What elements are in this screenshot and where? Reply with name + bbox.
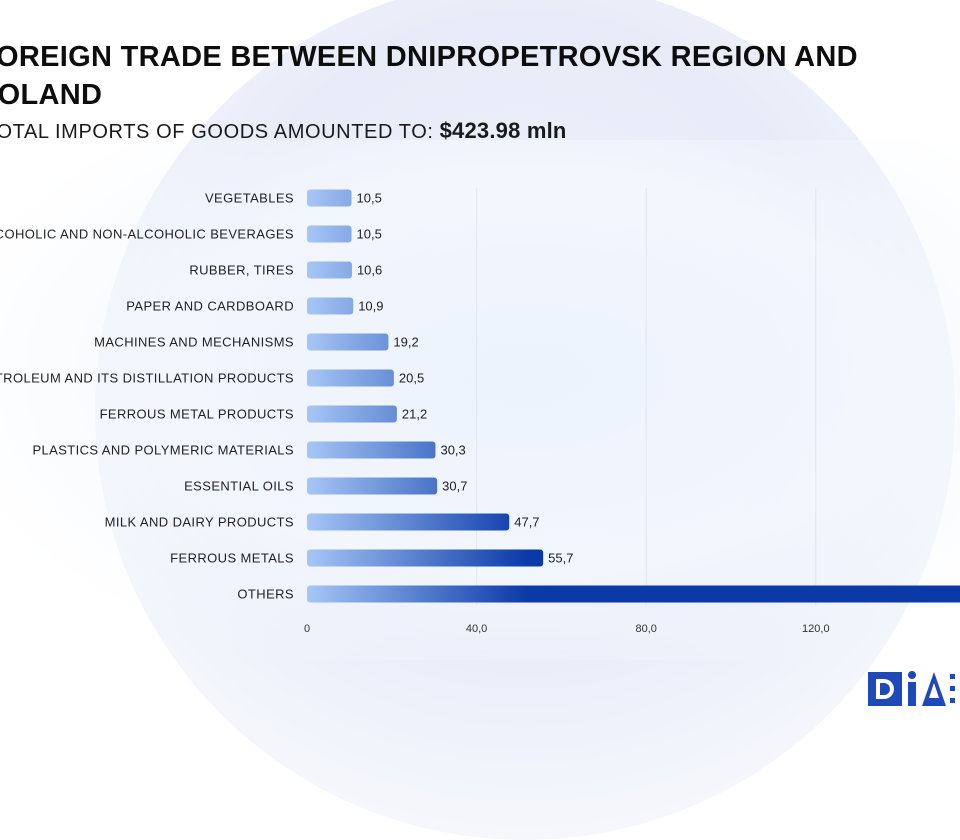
category-label: MILK AND DAIRY PRODUCTS bbox=[105, 515, 294, 530]
value-label: 19,2 bbox=[393, 335, 418, 350]
bar bbox=[307, 333, 389, 351]
category-label: RUBBER, TIRES bbox=[189, 263, 294, 278]
bar bbox=[307, 405, 397, 423]
page-title: FOREIGN TRADE BETWEEN DNIPROPETROVSK REG… bbox=[0, 41, 858, 111]
x-tick-label: 80,0 bbox=[635, 623, 656, 635]
background-glow bbox=[0, 140, 960, 660]
logo-a-inner bbox=[929, 683, 939, 698]
bar-chart: VEGETABLES 10,5 ALCOHOLIC AND NON-ALCOHOLI… bbox=[0, 188, 960, 635]
value-label: 10,5 bbox=[357, 191, 382, 206]
value-label: 30,3 bbox=[440, 443, 465, 458]
value-label: 20,5 bbox=[399, 371, 424, 386]
bar bbox=[307, 441, 436, 459]
x-tick-label: 40,0 bbox=[466, 623, 487, 635]
bar bbox=[307, 585, 960, 603]
bar bbox=[307, 261, 352, 279]
bar bbox=[307, 297, 354, 315]
bar bbox=[307, 477, 438, 495]
bar bbox=[307, 549, 544, 567]
bars bbox=[307, 189, 960, 603]
bar bbox=[307, 189, 352, 207]
value-label: 55,7 bbox=[548, 551, 573, 566]
subtitle-label: TOTAL IMPORTS OF GOODS AMOUNTED TO: bbox=[0, 121, 434, 143]
logo-i-dot bbox=[908, 671, 916, 679]
value-label: 10,6 bbox=[357, 263, 382, 278]
logo-side-mark-1 bbox=[950, 674, 955, 679]
bar bbox=[307, 513, 510, 531]
category-label: VEGETABLES bbox=[205, 191, 294, 206]
value-label: 10,5 bbox=[357, 227, 382, 242]
subtitle: TOTAL IMPORTS OF GOODS AMOUNTED TO: $423.… bbox=[0, 118, 567, 144]
x-axis-ticks: 0 40,0 80,0 120,0 bbox=[304, 623, 830, 635]
bar bbox=[307, 225, 352, 243]
grid-lines bbox=[476, 188, 817, 606]
x-tick-label: 120,0 bbox=[802, 623, 830, 635]
value-label: 47,7 bbox=[514, 515, 539, 530]
category-label: ESSENTIAL OILS bbox=[184, 479, 294, 494]
category-label: PAPER AND CARDBOARD bbox=[126, 299, 294, 314]
logo-d-inner bbox=[880, 683, 890, 695]
category-label: MACHINES AND MECHANISMS bbox=[94, 335, 294, 350]
value-label: 30,7 bbox=[442, 479, 467, 494]
logo-i-stem bbox=[908, 682, 916, 706]
category-label: PETROLEUM AND ITS DISTILLATION PRODUCTS bbox=[0, 371, 294, 386]
category-label: FERROUS METALS bbox=[170, 551, 294, 566]
x-tick-label: 0 bbox=[304, 623, 310, 635]
dia-logo bbox=[868, 671, 955, 706]
total-imports-value: $423.98 mln bbox=[439, 118, 567, 143]
labels: VEGETABLES 10,5 ALCOHOLIC AND NON-ALCOHOLI… bbox=[0, 191, 573, 602]
category-label: ALCOHOLIC AND NON-ALCOHOLIC BEVERAGES bbox=[0, 227, 294, 242]
category-label: OTHERS bbox=[237, 587, 294, 602]
value-label: 10,9 bbox=[358, 299, 383, 314]
category-label: FERROUS METAL PRODUCTS bbox=[100, 407, 294, 422]
logo-side-mark-2 bbox=[950, 686, 955, 691]
value-label: 21,2 bbox=[402, 407, 427, 422]
category-label: PLASTICS AND POLYMERIC MATERIALS bbox=[32, 443, 294, 458]
bar bbox=[307, 369, 394, 387]
logo-side-mark-3 bbox=[950, 698, 955, 703]
